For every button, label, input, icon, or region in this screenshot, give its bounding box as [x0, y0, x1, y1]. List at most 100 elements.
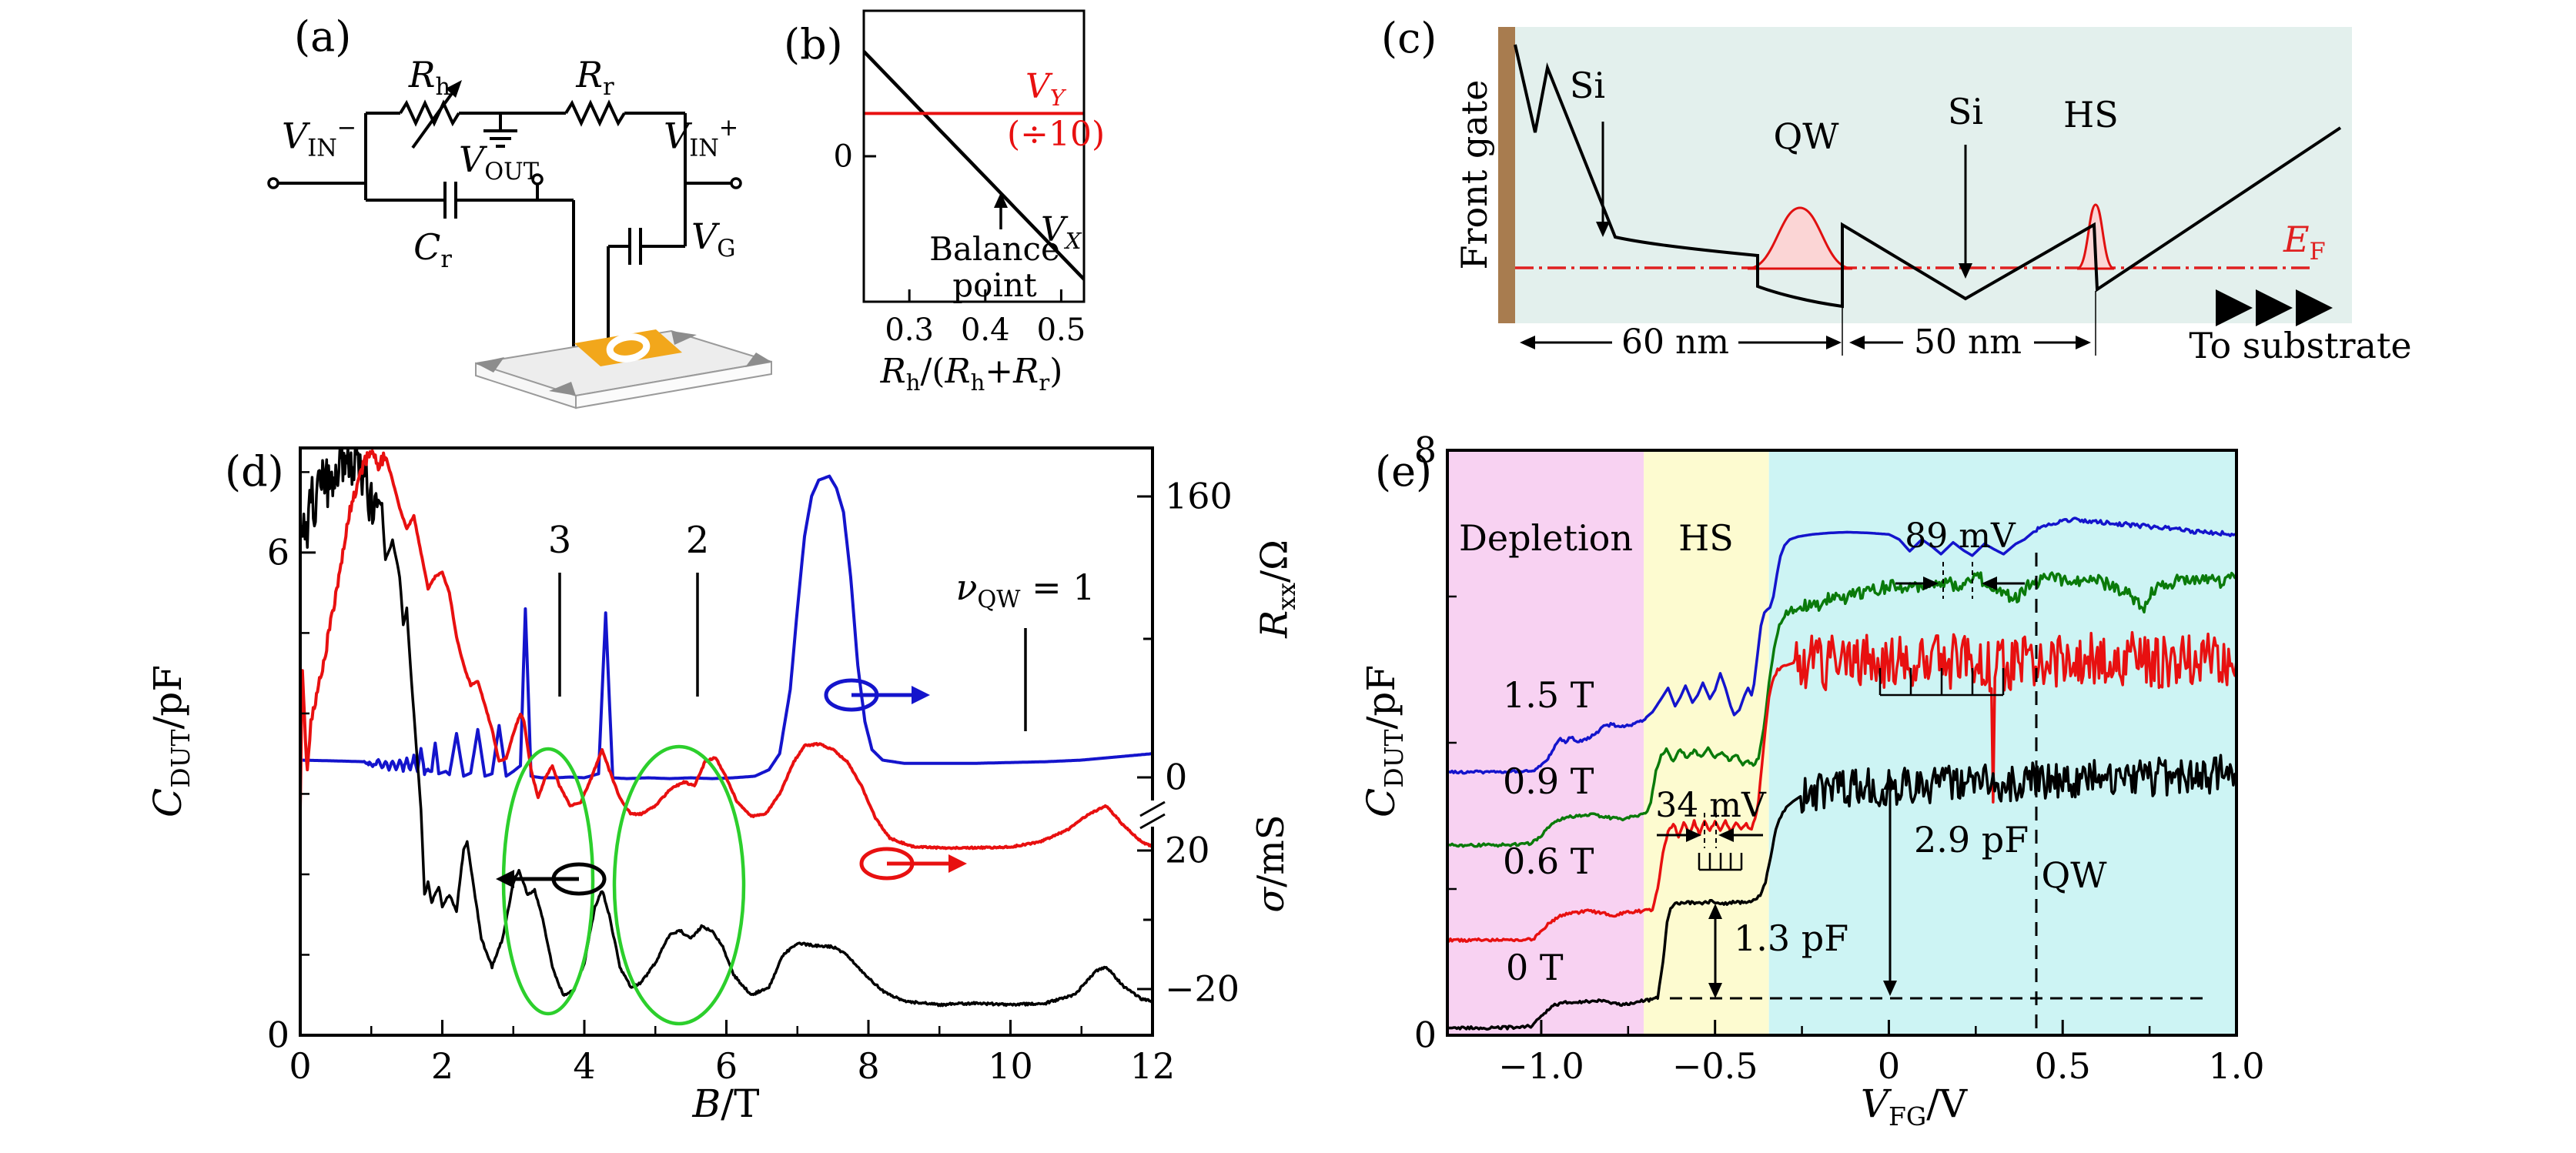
ground-icon: [483, 113, 517, 148]
circuit-diagram: [267, 80, 772, 409]
nu-qw-1-label: νQW = 1: [955, 566, 1096, 614]
e-xtick-label: 0: [1878, 1045, 1900, 1087]
dim-50nm-label: 50 nm: [1913, 323, 2022, 362]
34mv-comb: [1698, 853, 1743, 871]
si-label-2: Si: [1947, 91, 1984, 132]
vin-minus-terminal: [267, 177, 279, 189]
panel-d-letter: (d): [225, 447, 284, 496]
to-substrate-label: To substrate: [2189, 325, 2412, 366]
panel-d-xlabel: B/T: [692, 1081, 760, 1126]
panel-e-plot: −1.0 −0.5 0 0.5 1.0 0 8: [1414, 429, 2265, 1087]
d-xtick-label: 0: [289, 1045, 311, 1087]
vin-minus-label: VIN−: [282, 115, 357, 162]
panel-b-xlabel: Rh/(Rh+Rr): [880, 352, 1063, 396]
depletion-region-label: Depletion: [1458, 517, 1634, 559]
hs-label: HS: [2063, 94, 2119, 135]
panel-d-ylabel: CDUT/pF: [146, 664, 196, 818]
d-series-sigma-red: [300, 449, 1153, 851]
e-xtick-label: −1.0: [1498, 1045, 1584, 1087]
variable-resistor-arrow: [411, 91, 454, 149]
dim-guide-lines: [1842, 291, 2096, 356]
e-xtick-label: 1.0: [2208, 1045, 2264, 1087]
panel-c-letter: (c): [1381, 14, 1437, 62]
green-ellipse-2: [612, 744, 746, 1026]
2-9pf-label: 2.9 pF: [1914, 819, 2029, 861]
34mv-label: 34 mV: [1655, 786, 1766, 825]
vx-label: VX: [1041, 210, 1082, 254]
b-xtick-label: 0.3: [885, 312, 934, 348]
panel-d-annotations: [496, 573, 1027, 1026]
si-doping-arrowhead-1: [1596, 222, 1610, 237]
div10-label: (÷10): [1007, 115, 1106, 154]
band-diagram: [1498, 27, 2352, 356]
chip-side-right: [575, 360, 772, 409]
filling-factor-3-label: 3: [547, 519, 572, 562]
e-region-qw: [1768, 450, 2236, 1035]
chip-corner: [745, 353, 771, 367]
vin-plus-label: VIN+: [664, 115, 739, 162]
panel-e-annotations: [1657, 553, 2209, 1034]
rxx-axis-loop-arrow: [824, 678, 930, 712]
e-series-b-0.9t: [1447, 571, 2236, 848]
to-substrate-arrows-icon: [2216, 289, 2333, 326]
89mv-comb: [1878, 668, 2005, 697]
substrate-region: [1515, 27, 2352, 323]
green-ellipse-1: [501, 747, 595, 1016]
arrow-1-3pf: [1708, 904, 1722, 998]
vin-plus-terminal: [730, 177, 742, 189]
e-series-b-1.5t: [1447, 516, 2236, 775]
d-rtick-label: 160: [1165, 476, 1233, 517]
e-xtick-label: −0.5: [1672, 1045, 1758, 1087]
d-series-c-dut-black: [300, 448, 1153, 1008]
d-ytick-label: 6: [267, 532, 289, 573]
arrow-2-9pf: [1883, 774, 1897, 996]
panel-a-letter: (a): [294, 12, 352, 61]
b-ytick-label: 0: [834, 139, 853, 175]
ef-label: EF: [2283, 219, 2326, 266]
curve-0-6t-label: 0.6 T: [1503, 841, 1594, 882]
conduction-band-line: [1514, 44, 2342, 309]
rr-label: Rr: [576, 54, 614, 102]
front-gate-bar: [1498, 27, 1515, 323]
b-xtick-label: 0.5: [1037, 312, 1086, 348]
d-xtick-label: 2: [431, 1045, 453, 1087]
d-xtick-label: 4: [573, 1045, 595, 1087]
variable-resistor-arrowhead: [446, 80, 462, 98]
d-rtick-label: −20: [1165, 968, 1239, 1010]
filling-factor-2-label: 2: [685, 519, 710, 562]
e-ytick-label: 0: [1414, 1014, 1437, 1056]
si-label-1: Si: [1569, 65, 1606, 106]
qw-label: QW: [1773, 115, 1839, 157]
panel-e-letter: (e): [1375, 447, 1433, 496]
34mv-marks: [1657, 813, 1763, 871]
d-rtick-label: 0: [1165, 757, 1187, 798]
rxx-axis-label: Rxx/Ω: [1253, 540, 1302, 638]
d-xtick-label: 6: [715, 1045, 738, 1087]
e-ytick-label: 8: [1414, 429, 1437, 471]
e-xtick-label: 0.5: [2035, 1045, 2091, 1087]
panel-b-annotations: [994, 192, 1008, 229]
qw-region-label: QW: [2041, 854, 2107, 896]
b-xtick-label: 0.4: [961, 312, 1010, 348]
dim-50nm-arrows: [1849, 336, 2091, 349]
si-doping-arrowhead-2: [1959, 263, 1972, 279]
89mv-marks: [1878, 562, 2025, 697]
qw-wavefunction: [1747, 206, 1853, 270]
vy-label: VY: [1025, 67, 1065, 111]
chip-ring-electrode: [606, 333, 651, 363]
curve-0-9t-label: 0.9 T: [1503, 760, 1594, 802]
capacitor-bias-icon: [628, 228, 642, 265]
1-3pf-label: 1.3 pF: [1734, 917, 1849, 959]
chip: [475, 329, 772, 409]
e-region-depletion: [1447, 450, 1644, 1035]
panel-d-plot: 0 2 4 6 8 10 12 0 6 160 0 20 −20: [267, 446, 1239, 1087]
vout-label: VOUT: [459, 139, 539, 186]
panel-e-ylabel: CDUT/pF: [1359, 664, 1410, 818]
front-gate-label: Front gate: [1454, 79, 1496, 270]
chip-corner: [549, 382, 576, 396]
chip-corner: [476, 357, 504, 373]
e-series-b-0t: [1447, 754, 2236, 1031]
cr-label: Cr: [413, 226, 452, 274]
vout-terminal: [531, 173, 544, 185]
